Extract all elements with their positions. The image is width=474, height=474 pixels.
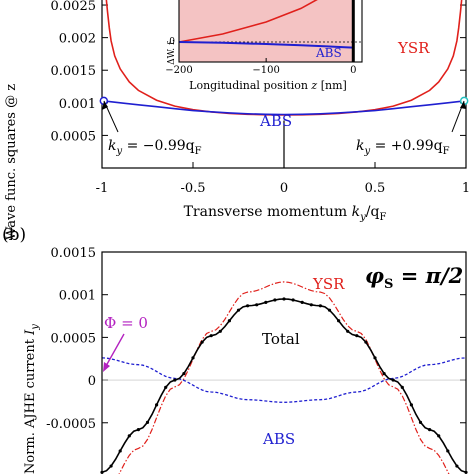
- panel-a-ytick-label: 0.0005: [51, 129, 97, 144]
- panel-a-ytick-label: 0.001: [59, 97, 96, 112]
- panel-b-total-point: [446, 449, 450, 453]
- panel-b-total-point: [127, 434, 131, 438]
- inset-xtick-label: −200: [165, 65, 192, 76]
- panel-b-label-abs: ABS: [262, 430, 295, 448]
- inset-xtick-label: 0: [350, 65, 356, 76]
- inset-series-abs: [178, 41, 354, 49]
- panel-b-total-point: [273, 298, 277, 302]
- panel-b-total-point: [428, 428, 432, 432]
- panel-b-total-point: [391, 378, 395, 382]
- panel-a-xtick-label: 0.5: [365, 181, 386, 196]
- panel-b-series-abs: [101, 357, 467, 403]
- panel-b-total-point: [236, 308, 241, 312]
- panel-b-total-point: [173, 378, 177, 382]
- panel-b-series-total-points: [100, 297, 468, 474]
- panel-b-total-point: [255, 303, 259, 307]
- panel-b-label: (b): [2, 225, 26, 245]
- panel-a-xtick-label: -1: [96, 181, 109, 196]
- panel-b-total-point: [264, 300, 268, 304]
- panel-b-phi-arrow: [105, 333, 125, 367]
- panel-b-total-point: [300, 300, 304, 304]
- panel-b-total-point: [318, 304, 322, 308]
- inset-frame: [178, 0, 363, 63]
- panel-b-total-point: [337, 319, 341, 323]
- panel-b-ytick-label: 0: [88, 374, 96, 389]
- panel-a-xlabel: Transverse momentum ky/qF: [184, 204, 387, 223]
- panel-b-label-ysr: YSR: [312, 275, 345, 293]
- inset-ytick-0: 0: [169, 37, 175, 47]
- panel-b-label-total: Total: [262, 330, 300, 348]
- panel-a-ytick-label: 0.0025: [51, 0, 97, 14]
- panel-b-total-point: [327, 308, 332, 312]
- panel-a-arrowhead-right: [460, 101, 466, 109]
- panel-a-xtick-label: 1: [462, 181, 470, 196]
- inset-xtick-label: −100: [252, 65, 279, 76]
- panel-a-marker-left-label: ky = −0.99qF: [108, 138, 202, 157]
- inset-xticks: −200 −100 0: [165, 58, 356, 76]
- panel-a-label-abs: ABS: [259, 112, 292, 130]
- panel-a-yticks: 0.0005 0.001 0.0015 0.002 0.0025: [51, 0, 466, 144]
- panel-b-total-point: [136, 428, 140, 432]
- panel-b-total-point: [246, 304, 250, 308]
- panel-b-ytick-label: 0.001: [59, 289, 96, 304]
- panel-b-total-point: [364, 340, 368, 344]
- inset-label-abs: ABS: [315, 46, 342, 60]
- panel-b-total-point: [191, 356, 195, 360]
- panel-b-total-point: [109, 464, 113, 468]
- panel-a-ytick-label: 0.002: [59, 32, 96, 47]
- panel-a-frame: [101, 0, 467, 169]
- panel-b-total-point: [218, 329, 222, 333]
- panel-b-total-point: [145, 420, 150, 424]
- inset-xlabel: Longitudinal position z [nm]: [189, 79, 347, 92]
- panel-a-ytick-label: 0.0015: [51, 64, 97, 79]
- panel-b-total-point: [355, 334, 359, 338]
- panel-b-yticks: -0.0005 0 0.0005 0.001 0.0015: [46, 246, 466, 432]
- panel-a-label-ysr: YSR: [397, 39, 430, 57]
- panel-b-series-ysr: [118, 281, 450, 474]
- panel-b-total-point: [282, 297, 286, 301]
- panel-a-xticks: -1 -0.5 0 0.5 1: [96, 162, 470, 196]
- panel-a-arrowhead-left: [102, 101, 108, 110]
- panel-b-total-point: [164, 385, 168, 389]
- panel-b-total-point: [227, 319, 231, 323]
- panel-b-total-point: [291, 298, 295, 302]
- panel-a-xtick-label: -0.5: [180, 181, 205, 196]
- panel-a-marker-right-label: ky = +0.99qF: [356, 138, 450, 157]
- panel-b-total-point: [346, 329, 350, 333]
- panel-a-series-abs: [103, 100, 465, 116]
- inset-interface-bar: [351, 0, 355, 62]
- panel-b-ytick-label: -0.0005: [46, 417, 96, 432]
- inset: −200 −100 0 ΔW. f. 0 ABS Longitudinal posi…: [165, 0, 363, 92]
- panel-a: 0.0005 0.001 0.0015 0.002 0.0025 -1 -0.5 0 0.5 1…: [4, 0, 470, 240]
- panel-b-total-point: [437, 434, 441, 438]
- inset-series-ysr: [178, 0, 318, 43]
- panel-b-total-point: [382, 371, 386, 376]
- panel-b: (b) -0.0005 0 0.0005 0.001 0.0015 Norm. AJHE…: [2, 225, 468, 474]
- panel-b-total-point: [155, 403, 159, 407]
- panel-b-phase-label: φS = π/2: [365, 263, 463, 292]
- panel-b-total-point: [118, 449, 122, 453]
- panel-b-total-point: [455, 464, 459, 468]
- panel-b-total-point: [373, 356, 377, 360]
- panel-b-total-point: [182, 371, 186, 376]
- panel-a-xtick-label: 0: [280, 181, 288, 196]
- panel-b-total-point: [209, 334, 213, 338]
- panel-b-total-point: [400, 385, 404, 389]
- panel-b-total-point: [418, 420, 423, 424]
- panel-b-phi-arrowhead: [103, 362, 110, 372]
- panel-b-ytick-label: 0.0015: [51, 246, 97, 261]
- inset-ylabel: ΔW. f.: [167, 39, 177, 65]
- panel-b-total-point: [309, 303, 313, 307]
- panel-b-ytick-label: 0.0005: [51, 331, 97, 346]
- panel-b-phi-label: Φ = 0: [104, 314, 148, 332]
- panel-b-total-point: [409, 403, 413, 407]
- panel-b-total-point: [200, 340, 204, 344]
- panel-a-ylabel: Wave func. squares @ z: [4, 84, 19, 240]
- panel-b-frame: [101, 251, 467, 474]
- inset-shaded-region: [179, 0, 354, 62]
- panel-b-ylabel: Norm. AJHE current Iy: [23, 324, 41, 474]
